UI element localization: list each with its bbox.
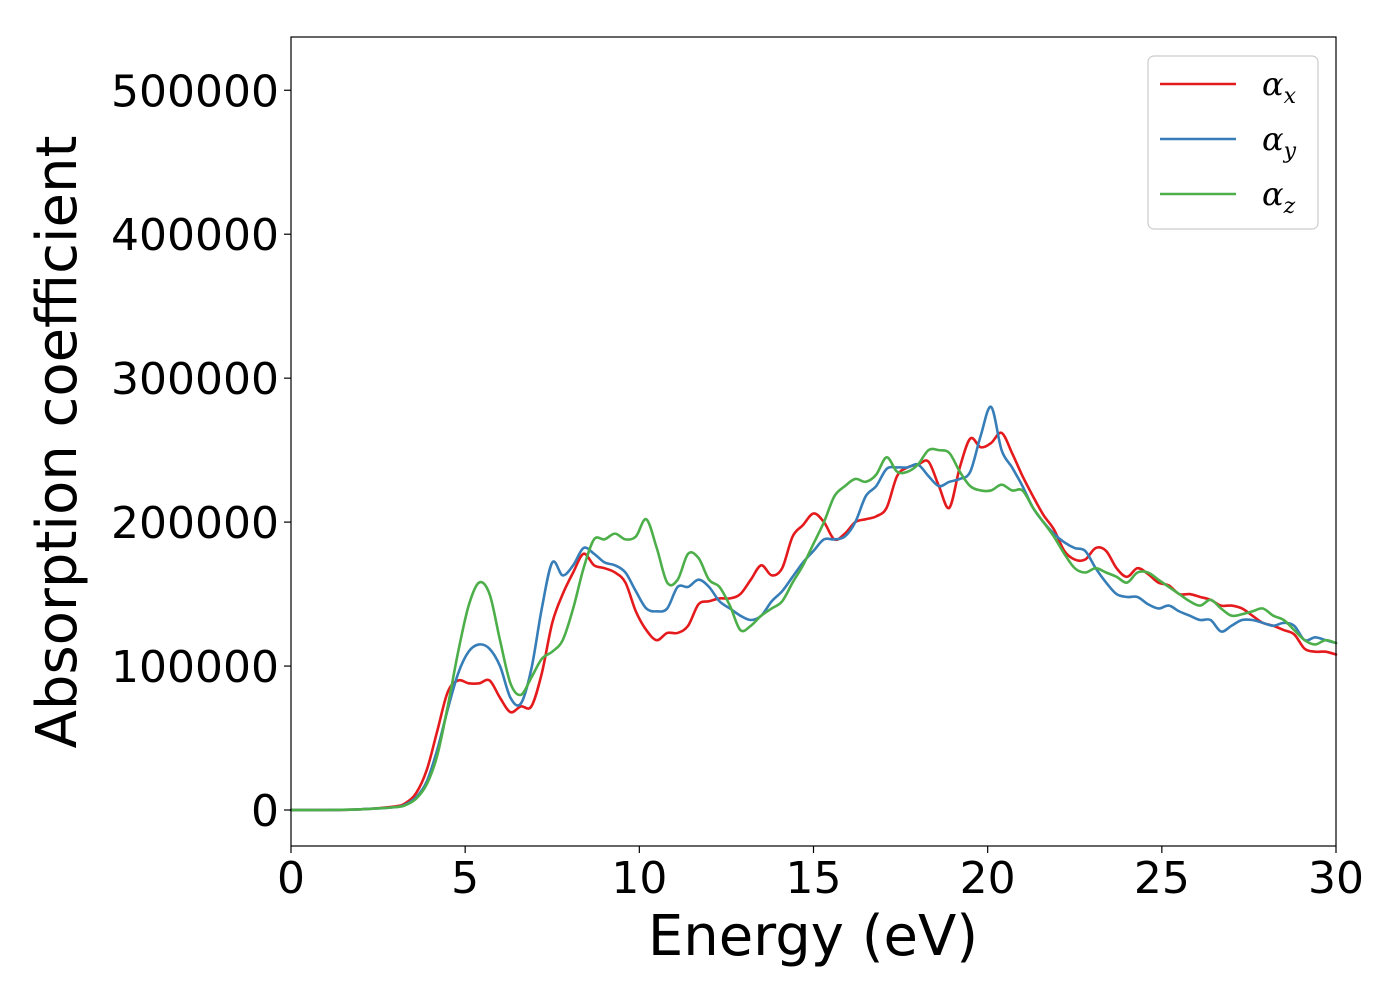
- x-tick-label: 15: [786, 853, 842, 904]
- x-tick-label: 10: [611, 853, 667, 904]
- y-tick-label: 0: [251, 786, 279, 837]
- legend: αx αy αz: [1147, 55, 1319, 230]
- series-lines-group: [289, 405, 1338, 812]
- x-tick-label: 30: [1308, 853, 1364, 904]
- x-tick-label: 0: [277, 853, 305, 904]
- legend-box: [1147, 55, 1319, 230]
- x-tick-label: 25: [1134, 853, 1190, 904]
- y-tick-label: 500000: [111, 66, 279, 117]
- legend-label-z: αz: [1262, 175, 1296, 219]
- y-tick-label: 100000: [111, 642, 279, 693]
- series-line-z: [289, 447, 1338, 812]
- series-line-x: [289, 431, 1338, 812]
- legend-label-x: αx: [1262, 65, 1297, 109]
- x-tick-label: 5: [451, 853, 479, 904]
- x-tick-label: 20: [960, 853, 1016, 904]
- series-line-y: [289, 405, 1338, 812]
- y-axis-ticks: 0 100000 200000 300000 400000 500000: [111, 66, 291, 837]
- y-tick-label: 300000: [111, 354, 279, 405]
- y-tick-label: 400000: [111, 210, 279, 261]
- y-tick-label: 200000: [111, 498, 279, 549]
- x-axis-title: Energy (eV): [648, 904, 978, 969]
- y-axis-title: Absorption coefficient: [25, 136, 90, 749]
- legend-label-y: αy: [1262, 120, 1297, 164]
- x-axis-ticks: 0 5 10 15 20 25 30: [277, 846, 1364, 904]
